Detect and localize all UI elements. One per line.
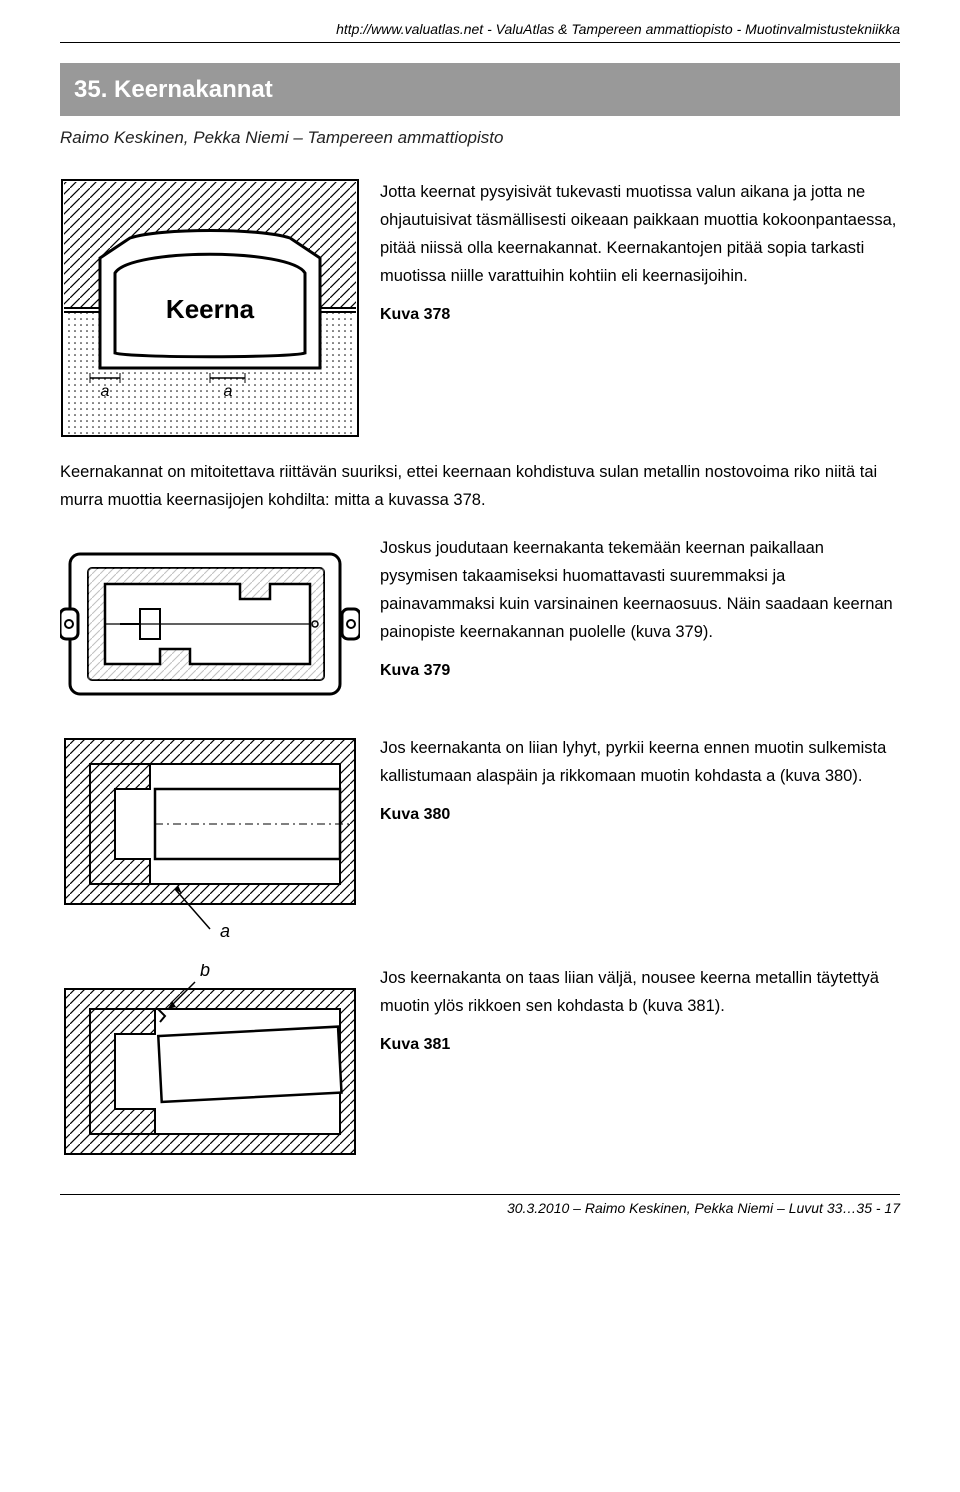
figure-380: a <box>60 734 360 944</box>
section-title: 35. Keernakannat <box>60 63 900 117</box>
figure-379 <box>60 534 360 714</box>
figure-378: Keerna a a <box>60 178 360 438</box>
paragraph-4: Jos keernakanta on liian lyhyt, pyrkii k… <box>380 734 900 790</box>
page-footer: 30.3.2010 – Raimo Keskinen, Pekka Niemi … <box>60 1194 900 1219</box>
figure-378-keerna-label: Keerna <box>166 294 255 324</box>
author-line: Raimo Keskinen, Pekka Niemi – Tampereen … <box>60 126 900 150</box>
header-source-url: http://www.valuatlas.net - ValuAtlas & T… <box>60 20 900 43</box>
caption-380: Kuva 380 <box>380 804 900 826</box>
caption-379: Kuva 379 <box>380 660 900 682</box>
paragraph-3: Joskus joudutaan keernakanta tekemään ke… <box>380 534 900 646</box>
figure-380-a-label: a <box>220 921 230 941</box>
paragraph-1: Jotta keernat pysyisivät tukevasti muoti… <box>380 178 900 290</box>
figure-378-a-left: a <box>101 383 110 400</box>
paragraph-5: Jos keernakanta on taas liian väljä, nou… <box>380 964 900 1020</box>
caption-378: Kuva 378 <box>380 304 900 326</box>
figure-381-b-label: b <box>200 964 210 980</box>
figure-378-a-right: a <box>224 383 233 400</box>
figure-381: b <box>60 964 360 1164</box>
paragraph-2: Keernakannat on mitoitettava riittävän s… <box>60 458 900 514</box>
caption-381: Kuva 381 <box>380 1034 900 1056</box>
